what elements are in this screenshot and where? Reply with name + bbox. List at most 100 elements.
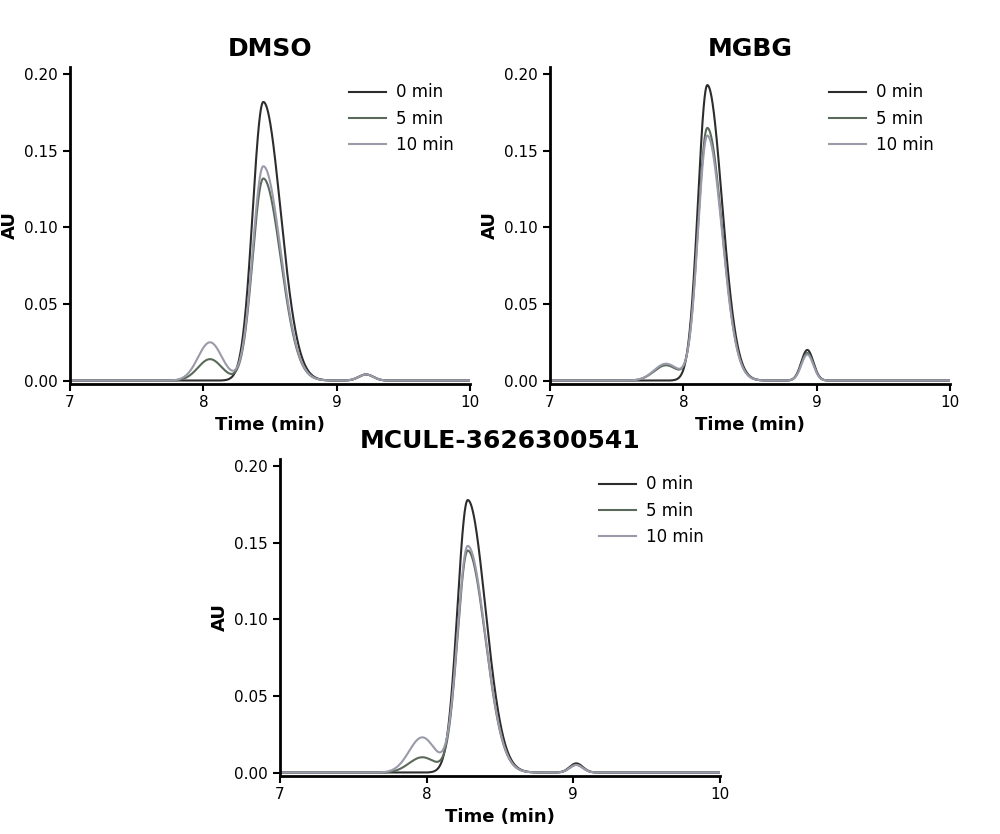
0 min xyxy=(64,375,76,385)
10 min xyxy=(658,767,670,777)
0 min xyxy=(705,767,717,777)
Line: 0 min: 0 min xyxy=(550,85,950,380)
0 min xyxy=(443,718,455,728)
Title: DMSO: DMSO xyxy=(228,37,312,61)
5 min xyxy=(893,375,905,385)
X-axis label: Time (min): Time (min) xyxy=(695,416,805,434)
10 min xyxy=(235,351,247,361)
10 min xyxy=(217,354,229,364)
0 min xyxy=(701,80,713,90)
X-axis label: Time (min): Time (min) xyxy=(445,808,555,826)
Line: 10 min: 10 min xyxy=(70,166,470,380)
10 min xyxy=(714,767,726,777)
5 min xyxy=(350,767,362,777)
10 min xyxy=(443,722,455,732)
0 min xyxy=(413,375,425,385)
10 min xyxy=(257,161,269,171)
0 min xyxy=(590,375,602,385)
Line: 0 min: 0 min xyxy=(280,500,720,772)
0 min xyxy=(110,375,122,385)
Line: 5 min: 5 min xyxy=(70,178,470,380)
10 min xyxy=(110,375,122,385)
5 min xyxy=(456,375,468,385)
10 min xyxy=(944,375,956,385)
Legend: 0 min, 5 min, 10 min: 0 min, 5 min, 10 min xyxy=(821,75,942,163)
Legend: 0 min, 5 min, 10 min: 0 min, 5 min, 10 min xyxy=(341,75,462,163)
10 min xyxy=(462,541,474,551)
5 min xyxy=(697,144,709,154)
10 min xyxy=(350,767,362,777)
5 min xyxy=(613,375,625,385)
0 min xyxy=(714,767,726,777)
Y-axis label: AU: AU xyxy=(1,211,19,239)
Line: 10 min: 10 min xyxy=(280,546,720,772)
0 min xyxy=(936,375,948,385)
0 min xyxy=(257,97,269,107)
5 min xyxy=(544,375,556,385)
0 min xyxy=(697,105,709,115)
0 min xyxy=(462,495,474,505)
10 min xyxy=(324,767,336,777)
0 min xyxy=(456,375,468,385)
10 min xyxy=(936,375,948,385)
10 min xyxy=(613,375,625,385)
Line: 5 min: 5 min xyxy=(280,550,720,772)
X-axis label: Time (min): Time (min) xyxy=(215,416,325,434)
5 min xyxy=(324,767,336,777)
5 min xyxy=(257,173,269,183)
5 min xyxy=(715,210,727,220)
0 min xyxy=(715,183,727,193)
5 min xyxy=(443,726,455,736)
10 min xyxy=(544,375,556,385)
10 min xyxy=(133,375,145,385)
0 min xyxy=(324,767,336,777)
0 min xyxy=(464,375,476,385)
5 min xyxy=(590,375,602,385)
0 min xyxy=(462,495,474,505)
5 min xyxy=(274,767,286,777)
Y-axis label: AU: AU xyxy=(211,603,229,631)
10 min xyxy=(701,131,713,141)
10 min xyxy=(715,215,727,225)
10 min xyxy=(464,375,476,385)
5 min xyxy=(658,767,670,777)
Line: 0 min: 0 min xyxy=(70,102,470,380)
0 min xyxy=(658,767,670,777)
Legend: 0 min, 5 min, 10 min: 0 min, 5 min, 10 min xyxy=(591,467,712,555)
0 min xyxy=(133,375,145,385)
5 min xyxy=(133,375,145,385)
5 min xyxy=(235,354,247,364)
5 min xyxy=(944,375,956,385)
Line: 5 min: 5 min xyxy=(550,128,950,380)
5 min xyxy=(217,364,229,374)
0 min xyxy=(893,375,905,385)
0 min xyxy=(613,375,625,385)
0 min xyxy=(944,375,956,385)
5 min xyxy=(110,375,122,385)
5 min xyxy=(413,375,425,385)
10 min xyxy=(705,767,717,777)
Title: MGBG: MGBG xyxy=(708,37,792,61)
5 min xyxy=(64,375,76,385)
5 min xyxy=(462,545,474,555)
0 min xyxy=(350,767,362,777)
10 min xyxy=(64,375,76,385)
10 min xyxy=(697,152,709,162)
10 min xyxy=(462,541,474,551)
10 min xyxy=(274,767,286,777)
5 min xyxy=(714,767,726,777)
Y-axis label: AU: AU xyxy=(481,211,499,239)
0 min xyxy=(274,767,286,777)
10 min xyxy=(413,375,425,385)
0 min xyxy=(544,375,556,385)
0 min xyxy=(217,375,229,385)
5 min xyxy=(705,767,717,777)
10 min xyxy=(590,375,602,385)
5 min xyxy=(462,545,474,555)
5 min xyxy=(936,375,948,385)
Title: MCULE-3626300541: MCULE-3626300541 xyxy=(360,429,640,453)
5 min xyxy=(464,375,476,385)
10 min xyxy=(893,375,905,385)
Line: 10 min: 10 min xyxy=(550,136,950,380)
10 min xyxy=(456,375,468,385)
